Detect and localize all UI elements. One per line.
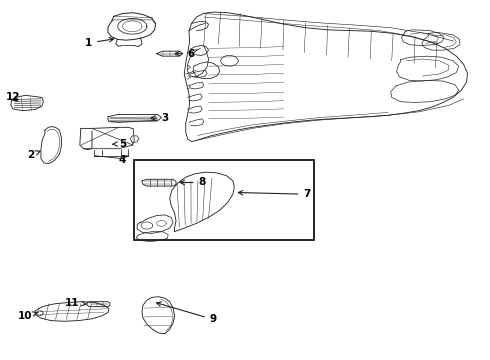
Text: 10: 10: [18, 311, 38, 321]
Text: 11: 11: [65, 298, 86, 308]
Text: 9: 9: [156, 302, 217, 324]
Text: 6: 6: [175, 49, 194, 59]
Text: 2: 2: [26, 150, 40, 160]
Text: 1: 1: [85, 37, 114, 48]
Text: 8: 8: [180, 177, 206, 188]
Text: 4: 4: [119, 156, 126, 166]
Text: 12: 12: [5, 93, 20, 103]
Bar: [134, 161, 314, 240]
Text: 5: 5: [113, 139, 126, 149]
Text: 3: 3: [151, 113, 169, 123]
Text: 7: 7: [238, 189, 311, 199]
